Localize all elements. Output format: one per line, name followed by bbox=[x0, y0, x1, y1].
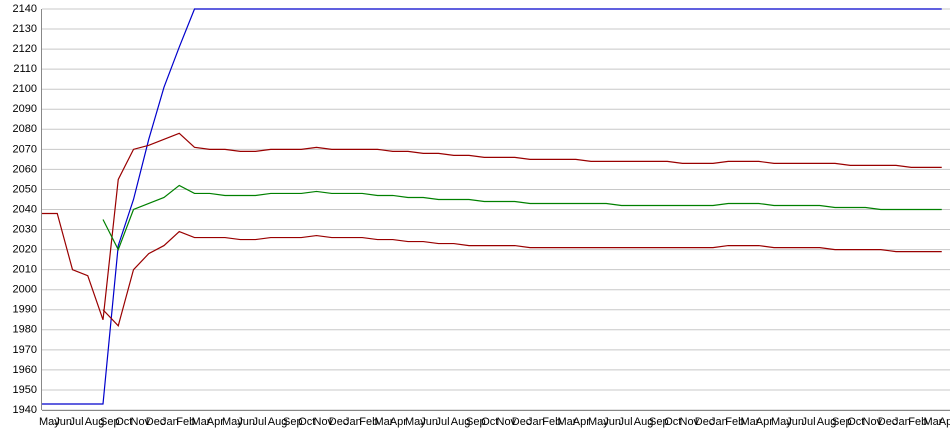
x-tick-label: Jun bbox=[420, 416, 438, 428]
series-line bbox=[42, 8, 942, 405]
x-tick-label: Nov bbox=[680, 416, 700, 428]
x-tick-label: Feb bbox=[725, 416, 744, 428]
y-tick-label: 2140 bbox=[13, 3, 37, 15]
x-tick-label: Sep bbox=[832, 416, 852, 428]
y-tick-label: 2110 bbox=[13, 63, 37, 75]
x-tick-label: Mar bbox=[558, 416, 577, 428]
y-tick-label: 2010 bbox=[13, 264, 37, 276]
y-tick-label: 2030 bbox=[13, 223, 37, 235]
x-tick-label: Apr bbox=[207, 416, 224, 428]
x-tick-label: Jun bbox=[786, 416, 804, 428]
x-tick-label: Dec bbox=[512, 416, 532, 428]
x-tick-label: Jul bbox=[253, 416, 267, 428]
series-line bbox=[102, 230, 942, 327]
x-tick-label: Oct bbox=[298, 416, 315, 428]
x-tick-label: Aug bbox=[268, 416, 288, 428]
y-tick-label: 1960 bbox=[13, 364, 37, 376]
x-tick-label: Oct bbox=[481, 416, 498, 428]
x-tick-label: Dec bbox=[878, 416, 898, 428]
x-tick-label: May bbox=[405, 416, 426, 428]
x-tick-label: Jun bbox=[54, 416, 72, 428]
y-tick-label: 2040 bbox=[13, 203, 37, 215]
y-tick-label: 2090 bbox=[13, 103, 37, 115]
x-tick-label: May bbox=[39, 416, 60, 428]
y-tick-label: 1940 bbox=[13, 404, 37, 416]
y-tick-label: 2020 bbox=[13, 244, 37, 256]
x-tick-label: Jul bbox=[436, 416, 450, 428]
x-tick-label: Nov bbox=[863, 416, 883, 428]
x-tick-label: Aug bbox=[451, 416, 471, 428]
x-tick-label: Mar bbox=[741, 416, 760, 428]
x-tick-label: Jun bbox=[237, 416, 255, 428]
x-tick-label: Apr bbox=[573, 416, 590, 428]
x-tick-label: Nov bbox=[497, 416, 517, 428]
x-tick-label: Aug bbox=[817, 416, 837, 428]
x-tick-label: Mar bbox=[924, 416, 943, 428]
x-tick-label: Dec bbox=[146, 416, 166, 428]
y-tick-label: 2120 bbox=[13, 43, 37, 55]
x-tick-label: Aug bbox=[85, 416, 105, 428]
x-tick-label: Dec bbox=[329, 416, 349, 428]
x-tick-label: Sep bbox=[100, 416, 120, 428]
x-tick-label: Jan bbox=[893, 416, 911, 428]
x-tick-label: Sep bbox=[283, 416, 303, 428]
x-tick-label: Oct bbox=[115, 416, 132, 428]
x-tick-label: Jun bbox=[603, 416, 621, 428]
y-tick-label: 1990 bbox=[13, 304, 37, 316]
x-tick-label: Feb bbox=[359, 416, 378, 428]
x-tick-label: Oct bbox=[847, 416, 864, 428]
x-tick-label: Jan bbox=[527, 416, 545, 428]
x-tick-label: Jan bbox=[161, 416, 179, 428]
x-tick-label: Jan bbox=[710, 416, 728, 428]
y-tick-label: 2080 bbox=[13, 123, 37, 135]
x-tick-label: Nov bbox=[131, 416, 151, 428]
y-tick-label: 2100 bbox=[13, 83, 37, 95]
y-tick-label: 2070 bbox=[13, 143, 37, 155]
y-tick-label: 2050 bbox=[13, 183, 37, 195]
x-tick-label: Aug bbox=[634, 416, 654, 428]
x-tick-label: Jul bbox=[70, 416, 84, 428]
y-tick-label: 1950 bbox=[13, 384, 37, 396]
series-line bbox=[42, 132, 942, 320]
x-tick-label: Sep bbox=[649, 416, 669, 428]
x-tick-label: Dec bbox=[695, 416, 715, 428]
x-tick-label: Feb bbox=[176, 416, 195, 428]
x-tick-label: Mar bbox=[192, 416, 211, 428]
x-tick-label: Apr bbox=[939, 416, 950, 428]
series-line bbox=[102, 184, 942, 252]
x-tick-label: Apr bbox=[756, 416, 773, 428]
x-tick-label: May bbox=[588, 416, 609, 428]
y-tick-label: 1970 bbox=[13, 344, 37, 356]
x-tick-label: Oct bbox=[664, 416, 681, 428]
y-tick-label: 2130 bbox=[13, 23, 37, 35]
x-tick-label: Feb bbox=[908, 416, 927, 428]
y-tick-label: 2000 bbox=[13, 284, 37, 296]
x-tick-label: Feb bbox=[542, 416, 561, 428]
x-tick-label: Mar bbox=[375, 416, 394, 428]
x-tick-label: May bbox=[771, 416, 792, 428]
x-tick-label: Jan bbox=[344, 416, 362, 428]
x-tick-label: May bbox=[222, 416, 243, 428]
x-tick-label: Jul bbox=[802, 416, 816, 428]
x-tick-label: Apr bbox=[390, 416, 407, 428]
y-tick-label: 1980 bbox=[13, 324, 37, 336]
y-tick-label: 2060 bbox=[13, 163, 37, 175]
x-tick-label: Sep bbox=[466, 416, 486, 428]
x-tick-label: Jul bbox=[619, 416, 633, 428]
x-tick-label: Nov bbox=[314, 416, 334, 428]
